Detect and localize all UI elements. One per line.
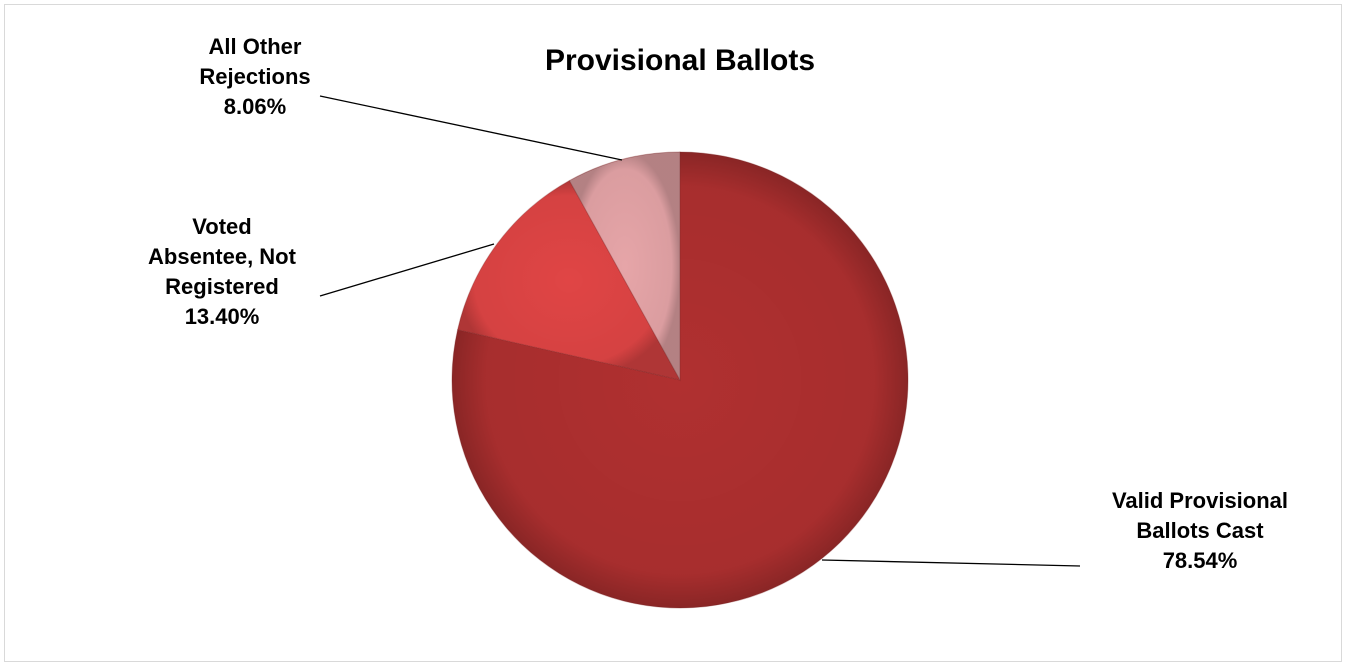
pie-slice-shading (457, 180, 680, 380)
data-label: Voted Absentee, Not Registered 13.40% (148, 214, 297, 329)
pie-slices (451, 151, 909, 609)
data-label: All Other Rejections 8.06% (199, 34, 310, 119)
pie-slice-shading (452, 152, 909, 608)
leader-line (319, 95, 623, 161)
pie-labels: Valid Provisional Ballots Cast 78.54% Voted… (148, 34, 1288, 573)
pie-slice-shading (569, 152, 680, 380)
leader-line (319, 243, 495, 297)
data-label: Valid Provisional Ballots Cast 78.54% (1112, 488, 1288, 573)
chart-title: Provisional Ballots (545, 44, 815, 77)
leader-line (821, 559, 1081, 567)
